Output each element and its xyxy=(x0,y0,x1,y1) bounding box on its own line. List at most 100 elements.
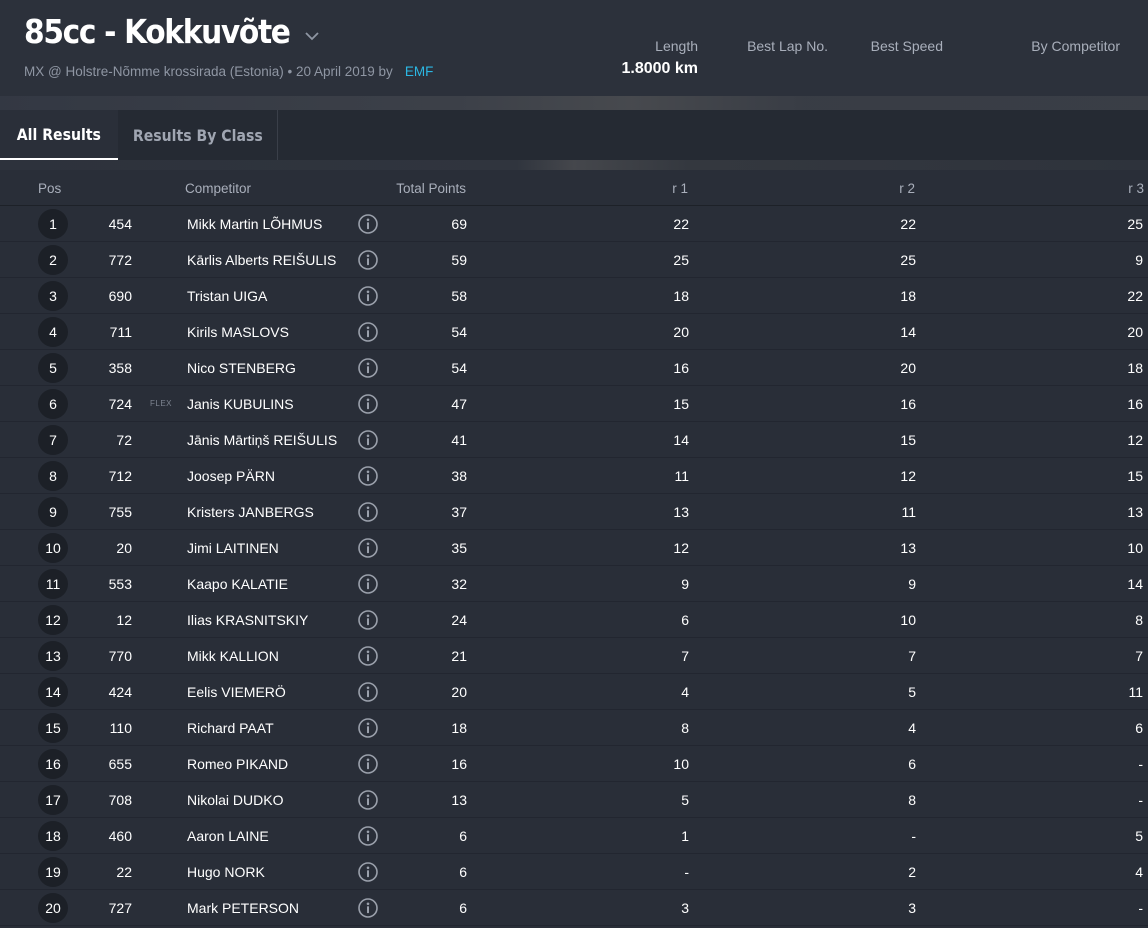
info-icon[interactable] xyxy=(357,645,379,667)
table-row[interactable]: 4 711 Kirils MASLOVS 54 20 14 20 xyxy=(0,314,1148,350)
by-competitor-label[interactable]: By Competitor xyxy=(1031,38,1120,54)
table-row[interactable]: 15 110 Richard PAAT 18 8 4 6 xyxy=(0,710,1148,746)
info-icon[interactable] xyxy=(357,285,379,307)
competitor-name[interactable]: Kirils MASLOVS xyxy=(187,324,289,340)
competitor-name[interactable]: Mark PETERSON xyxy=(187,900,300,916)
race-2-points: - xyxy=(911,828,916,844)
info-icon[interactable] xyxy=(357,537,379,559)
competitor-name[interactable]: Jimi LAITINEN xyxy=(187,540,279,556)
table-row[interactable]: 2 772 Kārlis Alberts REIŠULIS 59 25 25 9 xyxy=(0,242,1148,278)
header-r2[interactable]: r 2 xyxy=(899,181,915,196)
position-badge: 13 xyxy=(38,641,68,671)
info-icon[interactable] xyxy=(357,465,379,487)
info-icon[interactable] xyxy=(357,573,379,595)
table-row[interactable]: 11 553 Kaapo KALATIE 32 9 9 14 xyxy=(0,566,1148,602)
table-row[interactable]: 7 72 Jānis Mārtiņš REIŠULIS 41 14 15 12 xyxy=(0,422,1148,458)
info-icon[interactable] xyxy=(357,789,379,811)
competitor-name[interactable]: Joosep PÄRN xyxy=(187,468,275,484)
chevron-down-icon[interactable] xyxy=(303,27,321,45)
competitor-name[interactable]: Janis KUBULINS xyxy=(187,396,294,412)
event-title[interactable]: 85cc - Kokkuvõte xyxy=(24,12,291,51)
race-3-points: 18 xyxy=(1127,360,1143,376)
organizer-link[interactable]: EMF xyxy=(404,64,434,79)
header-total-points[interactable]: Total Points xyxy=(396,181,466,196)
table-header: Pos Competitor Total Points r 1 r 2 r 3 xyxy=(0,170,1148,206)
competitor-name[interactable]: Ilias KRASNITSKIY xyxy=(187,612,309,628)
position-badge: 17 xyxy=(38,785,68,815)
rider-number: 712 xyxy=(108,468,132,484)
total-points: 59 xyxy=(451,252,467,268)
competitor-name[interactable]: Kristers JANBERGS xyxy=(187,504,314,520)
table-row[interactable]: 13 770 Mikk KALLION 21 7 7 7 xyxy=(0,638,1148,674)
competitor-name[interactable]: Jānis Mārtiņš REIŠULIS xyxy=(187,432,338,448)
table-row[interactable]: 1 454 Mikk Martin LÕHMUS 69 22 22 25 xyxy=(0,206,1148,242)
info-icon[interactable] xyxy=(357,429,379,451)
table-row[interactable]: 6 724 FLEX Janis KUBULINS 47 15 16 16 xyxy=(0,386,1148,422)
table-row[interactable]: 19 22 Hugo NORK 6 - 2 4 xyxy=(0,854,1148,890)
competitor-name[interactable]: Mikk KALLION xyxy=(187,648,279,664)
race-1-points: 14 xyxy=(673,432,689,448)
competitor-name[interactable]: Romeo PIKAND xyxy=(187,756,289,772)
total-points: 32 xyxy=(451,576,467,592)
event-title-dropdown[interactable]: 85cc - Kokkuvõte xyxy=(24,12,321,51)
competitor-name[interactable]: Kaapo KALATIE xyxy=(187,576,288,592)
table-row[interactable]: 20 727 Mark PETERSON 6 3 3 - xyxy=(0,890,1148,926)
tab-all-results[interactable]: All Results xyxy=(0,110,118,160)
table-row[interactable]: 18 460 Aaron LAINE 6 1 - 5 xyxy=(0,818,1148,854)
header-r3[interactable]: r 3 xyxy=(1128,181,1144,196)
table-row[interactable]: 14 424 Eelis VIEMERÖ 20 4 5 11 xyxy=(0,674,1148,710)
info-icon[interactable] xyxy=(357,897,379,919)
info-icon[interactable] xyxy=(357,753,379,775)
race-2-points: 18 xyxy=(900,288,916,304)
info-icon[interactable] xyxy=(357,861,379,883)
length-label: Length xyxy=(655,38,698,54)
info-icon[interactable] xyxy=(357,681,379,703)
race-1-points: - xyxy=(684,864,689,880)
info-icon[interactable] xyxy=(357,609,379,631)
results-tabs: All Results Results By Class xyxy=(0,110,1148,162)
table-row[interactable]: 9 755 Kristers JANBERGS 37 13 11 13 xyxy=(0,494,1148,530)
info-icon[interactable] xyxy=(357,717,379,739)
results-table: Pos Competitor Total Points r 1 r 2 r 3 … xyxy=(0,170,1148,926)
table-row[interactable]: 10 20 Jimi LAITINEN 35 12 13 10 xyxy=(0,530,1148,566)
header-competitor[interactable]: Competitor xyxy=(185,181,252,196)
race-3-points: 12 xyxy=(1127,432,1143,448)
table-row[interactable]: 5 358 Nico STENBERG 54 16 20 18 xyxy=(0,350,1148,386)
header-pos[interactable]: Pos xyxy=(38,181,62,196)
race-2-points: 5 xyxy=(908,684,916,700)
competitor-name[interactable]: Kārlis Alberts REIŠULIS xyxy=(187,252,337,268)
competitor-name[interactable]: Aaron LAINE xyxy=(187,828,269,844)
info-icon[interactable] xyxy=(357,501,379,523)
position-badge: 4 xyxy=(38,317,68,347)
competitor-name[interactable]: Eelis VIEMERÖ xyxy=(187,684,286,700)
race-3-points: - xyxy=(1138,792,1143,808)
position-badge: 11 xyxy=(38,569,68,599)
competitor-name[interactable]: Nico STENBERG xyxy=(187,360,296,376)
tab-results-by-class-label: Results By Class xyxy=(133,125,263,145)
position-badge: 1 xyxy=(38,209,68,239)
position-badge: 7 xyxy=(38,425,68,455)
table-row[interactable]: 3 690 Tristan UIGA 58 18 18 22 xyxy=(0,278,1148,314)
table-row[interactable]: 12 12 Ilias KRASNITSKIY 24 6 10 8 xyxy=(0,602,1148,638)
info-icon[interactable] xyxy=(357,321,379,343)
rider-number: 110 xyxy=(109,720,132,736)
competitor-name[interactable]: Mikk Martin LÕHMUS xyxy=(187,216,323,232)
table-row[interactable]: 17 708 Nikolai DUDKO 13 5 8 - xyxy=(0,782,1148,818)
tab-results-by-class[interactable]: Results By Class xyxy=(119,110,278,160)
info-icon[interactable] xyxy=(357,357,379,379)
competitor-name[interactable]: Hugo NORK xyxy=(187,864,265,880)
race-1-points: 10 xyxy=(673,756,689,772)
info-icon[interactable] xyxy=(357,393,379,415)
position-badge: 12 xyxy=(38,605,68,635)
header-r1[interactable]: r 1 xyxy=(672,181,688,196)
competitor-name[interactable]: Nikolai DUDKO xyxy=(187,792,284,808)
info-icon[interactable] xyxy=(357,249,379,271)
rider-number: 711 xyxy=(109,324,132,340)
table-row[interactable]: 8 712 Joosep PÄRN 38 11 12 15 xyxy=(0,458,1148,494)
competitor-name[interactable]: Tristan UIGA xyxy=(187,288,268,304)
competitor-name[interactable]: Richard PAAT xyxy=(187,720,274,736)
table-row[interactable]: 16 655 Romeo PIKAND 16 10 6 - xyxy=(0,746,1148,782)
position-badge: 15 xyxy=(38,713,68,743)
info-icon[interactable] xyxy=(357,825,379,847)
info-icon[interactable] xyxy=(357,213,379,235)
